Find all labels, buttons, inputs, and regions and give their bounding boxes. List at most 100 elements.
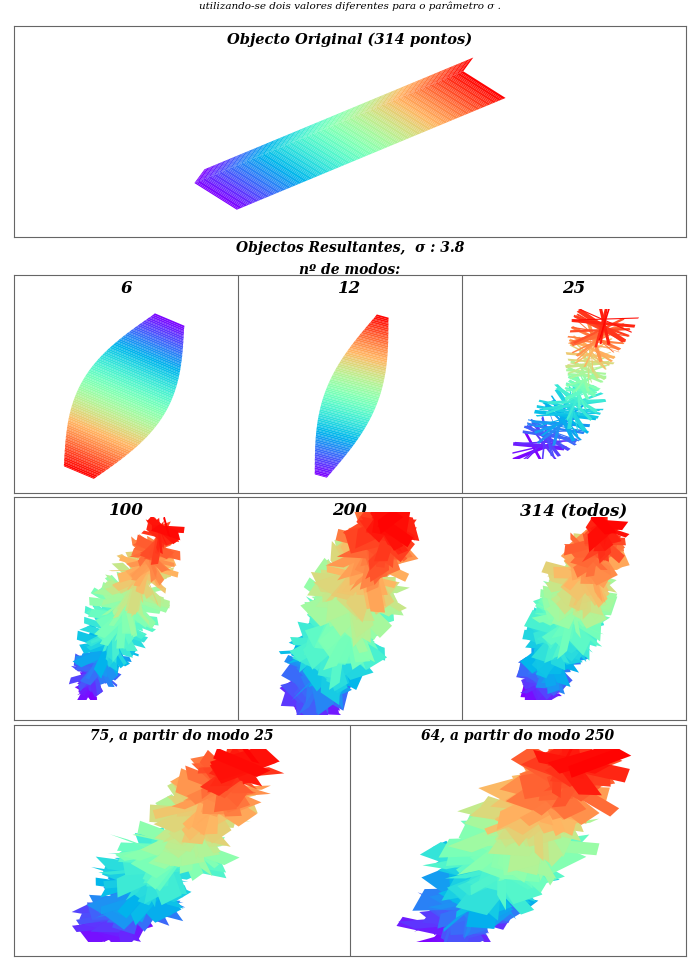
- Polygon shape: [533, 613, 604, 644]
- Polygon shape: [218, 159, 229, 174]
- Polygon shape: [133, 327, 183, 350]
- Polygon shape: [538, 589, 602, 641]
- Polygon shape: [575, 307, 631, 333]
- Polygon shape: [573, 335, 613, 362]
- Polygon shape: [266, 139, 277, 154]
- Polygon shape: [78, 673, 97, 696]
- Polygon shape: [98, 633, 102, 678]
- Polygon shape: [295, 661, 329, 717]
- Polygon shape: [374, 512, 408, 554]
- Polygon shape: [566, 383, 586, 421]
- Polygon shape: [570, 359, 607, 380]
- Polygon shape: [124, 335, 182, 360]
- Polygon shape: [131, 817, 223, 878]
- Polygon shape: [162, 787, 232, 842]
- Polygon shape: [309, 121, 321, 135]
- Polygon shape: [116, 582, 129, 648]
- Polygon shape: [597, 531, 609, 562]
- Polygon shape: [396, 917, 481, 944]
- Polygon shape: [542, 416, 552, 456]
- Polygon shape: [309, 655, 332, 709]
- Polygon shape: [230, 167, 274, 195]
- Polygon shape: [298, 661, 328, 714]
- Polygon shape: [64, 466, 94, 479]
- Polygon shape: [167, 779, 226, 847]
- Polygon shape: [463, 877, 492, 937]
- Polygon shape: [571, 323, 624, 342]
- Polygon shape: [490, 798, 582, 815]
- Polygon shape: [182, 806, 220, 853]
- Polygon shape: [337, 367, 384, 381]
- Polygon shape: [234, 166, 277, 193]
- Polygon shape: [572, 381, 587, 411]
- Polygon shape: [520, 659, 559, 699]
- Polygon shape: [551, 579, 595, 639]
- Polygon shape: [85, 636, 118, 682]
- Polygon shape: [570, 344, 610, 365]
- Polygon shape: [183, 786, 198, 859]
- Polygon shape: [136, 327, 183, 347]
- Polygon shape: [136, 534, 174, 559]
- Polygon shape: [534, 603, 604, 635]
- Polygon shape: [315, 463, 335, 469]
- Text: nº de modos:: nº de modos:: [300, 263, 400, 277]
- Polygon shape: [240, 149, 253, 164]
- Polygon shape: [298, 126, 310, 140]
- Polygon shape: [536, 767, 620, 816]
- Polygon shape: [444, 896, 469, 934]
- Polygon shape: [566, 375, 600, 386]
- Polygon shape: [172, 777, 242, 810]
- Polygon shape: [66, 431, 126, 457]
- Polygon shape: [77, 674, 109, 689]
- Polygon shape: [328, 593, 367, 665]
- Polygon shape: [346, 106, 357, 120]
- Polygon shape: [315, 451, 343, 460]
- Polygon shape: [432, 901, 519, 927]
- Polygon shape: [540, 666, 552, 703]
- Polygon shape: [349, 542, 410, 585]
- Polygon shape: [95, 900, 186, 907]
- Polygon shape: [470, 840, 566, 895]
- Polygon shape: [149, 819, 215, 872]
- Polygon shape: [528, 658, 570, 674]
- Polygon shape: [381, 91, 393, 105]
- Polygon shape: [138, 531, 167, 567]
- Polygon shape: [542, 632, 587, 652]
- Polygon shape: [86, 874, 172, 920]
- Polygon shape: [321, 613, 344, 705]
- Polygon shape: [438, 860, 546, 907]
- Polygon shape: [528, 419, 584, 432]
- Polygon shape: [141, 322, 183, 341]
- Polygon shape: [304, 657, 343, 710]
- Polygon shape: [395, 99, 440, 126]
- Polygon shape: [351, 345, 388, 356]
- Polygon shape: [108, 869, 172, 919]
- Polygon shape: [421, 74, 433, 89]
- Polygon shape: [337, 570, 375, 663]
- Polygon shape: [376, 525, 389, 568]
- Polygon shape: [96, 878, 188, 897]
- Polygon shape: [115, 579, 135, 641]
- Polygon shape: [214, 759, 243, 812]
- Polygon shape: [112, 345, 180, 374]
- Polygon shape: [561, 542, 614, 588]
- Polygon shape: [340, 359, 386, 374]
- Polygon shape: [232, 153, 244, 167]
- Polygon shape: [143, 824, 185, 884]
- Polygon shape: [108, 569, 166, 571]
- Polygon shape: [300, 125, 313, 139]
- Polygon shape: [201, 761, 238, 817]
- Polygon shape: [320, 410, 368, 424]
- Polygon shape: [455, 843, 546, 908]
- Polygon shape: [339, 559, 376, 642]
- Polygon shape: [122, 336, 182, 362]
- Polygon shape: [361, 331, 388, 341]
- Polygon shape: [542, 585, 615, 611]
- Polygon shape: [532, 603, 594, 651]
- Polygon shape: [291, 639, 364, 690]
- Polygon shape: [354, 341, 388, 351]
- Polygon shape: [110, 347, 179, 377]
- Polygon shape: [218, 172, 264, 200]
- Polygon shape: [309, 614, 351, 687]
- Polygon shape: [129, 539, 177, 557]
